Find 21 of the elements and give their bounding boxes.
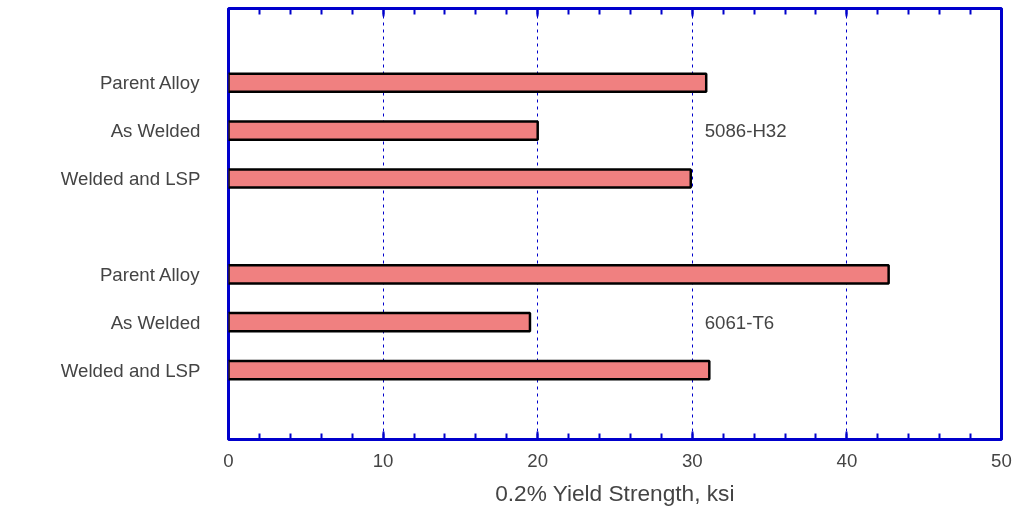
bar <box>228 120 539 141</box>
x-tick-label: 20 <box>527 449 549 471</box>
bar <box>228 263 890 285</box>
x-tick-label: 0 <box>223 449 234 471</box>
x-tick-label: 10 <box>372 449 394 471</box>
y-tick-label: Welded and LSP <box>60 359 201 381</box>
bar <box>228 72 708 94</box>
y-tick-label: As Welded <box>110 311 201 333</box>
bar <box>228 168 692 189</box>
y-tick-label: Parent Alloy <box>99 263 201 285</box>
x-tick-label: 40 <box>836 449 858 471</box>
bar <box>228 311 532 333</box>
y-tick-label: As Welded <box>110 120 201 142</box>
y-tick-label: Welded and LSP <box>60 168 201 190</box>
bar <box>228 359 711 381</box>
x-axis-title: 0.2% Yield Strength, ksi <box>495 479 735 506</box>
annotation: 5086-H32 <box>704 120 787 142</box>
y-tick-label: Parent Alloy <box>99 72 201 94</box>
x-tick-label: 50 <box>991 449 1012 471</box>
annotation: 6061-T6 <box>704 311 775 333</box>
x-tick-label: 30 <box>681 449 703 471</box>
